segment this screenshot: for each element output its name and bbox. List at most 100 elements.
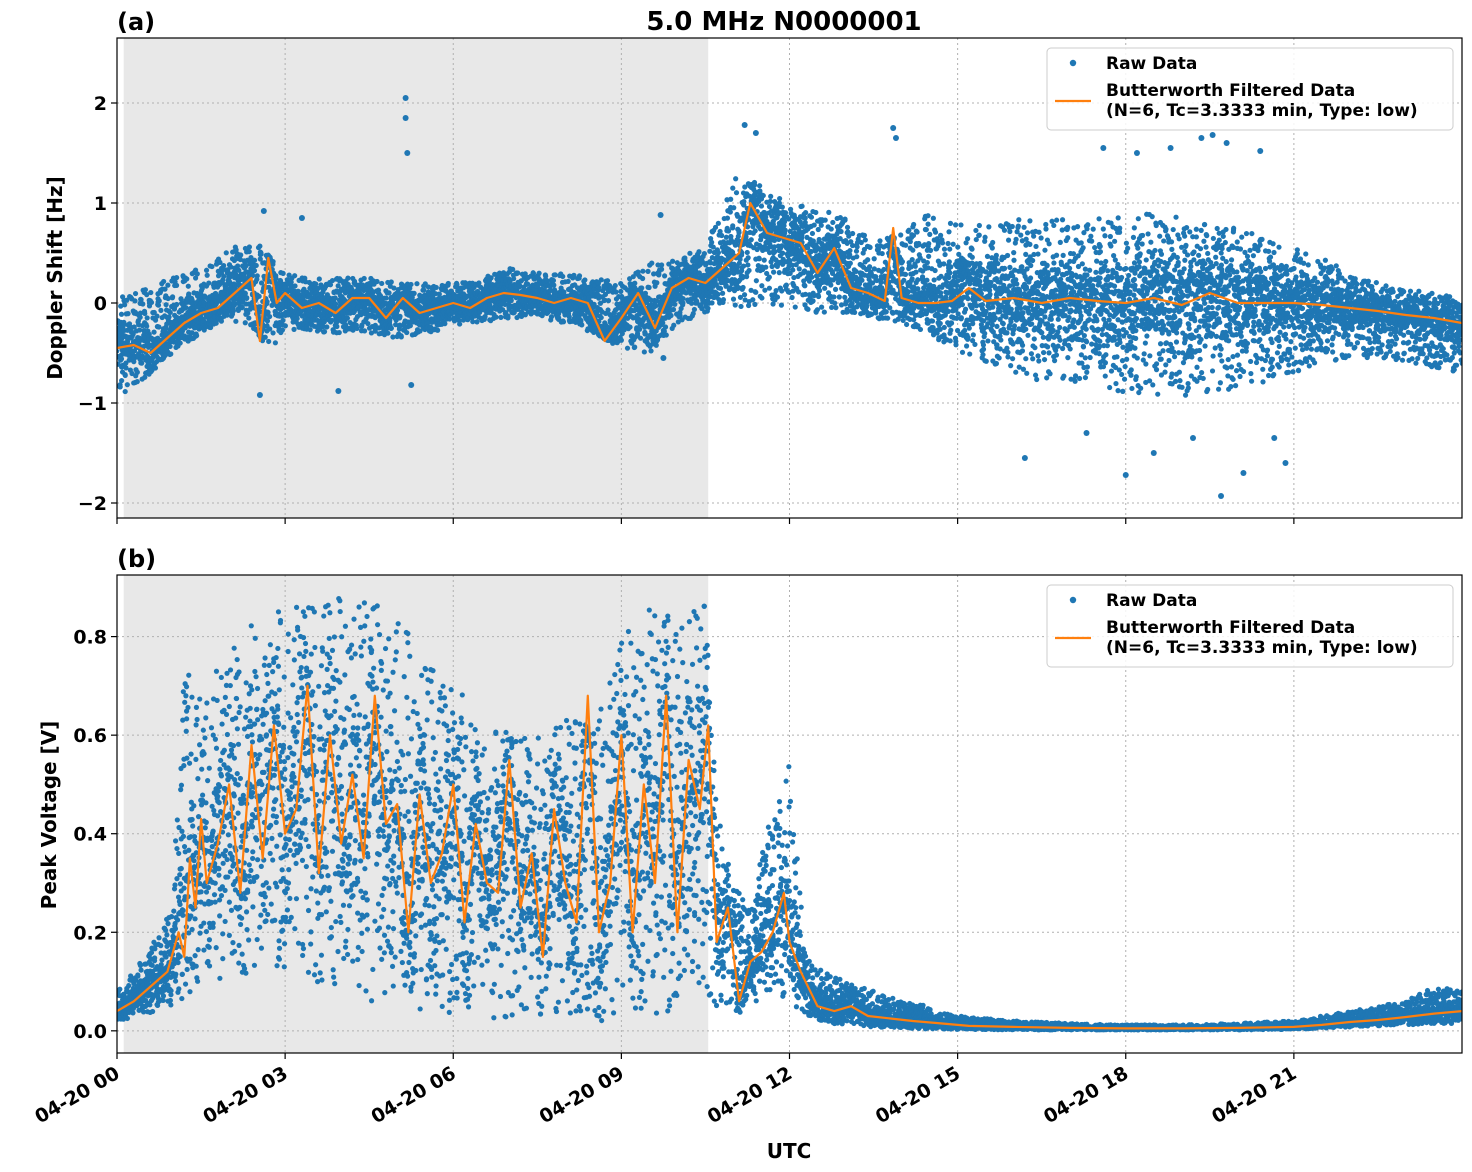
- raw-point: [244, 295, 250, 302]
- raw-point: [598, 314, 604, 321]
- raw-point: [377, 293, 384, 299]
- raw-point: [155, 302, 162, 308]
- raw-point: [536, 270, 542, 276]
- raw-point: [474, 319, 480, 325]
- raw-point: [457, 321, 463, 327]
- raw-point: [694, 298, 700, 304]
- raw-point: [313, 281, 319, 287]
- raw-point: [745, 255, 751, 261]
- raw-point: [627, 324, 633, 330]
- raw-point: [257, 304, 263, 310]
- raw-point: [746, 302, 752, 309]
- raw-point: [141, 308, 148, 314]
- raw-point: [719, 290, 726, 296]
- raw-point: [137, 310, 144, 316]
- raw-point: [497, 302, 504, 308]
- raw-point: [736, 230, 742, 236]
- raw-point: [125, 310, 131, 317]
- raw-point: [428, 324, 434, 330]
- raw-point: [122, 372, 128, 378]
- raw-point: [779, 204, 785, 210]
- raw-point: [156, 324, 162, 330]
- raw-point: [245, 310, 251, 316]
- raw-point: [386, 290, 392, 296]
- raw-point: [393, 310, 400, 316]
- raw-point: [671, 322, 677, 328]
- raw-point: [508, 297, 514, 304]
- raw-point: [163, 302, 169, 308]
- raw-point: [266, 338, 272, 345]
- raw-point: [203, 267, 210, 273]
- raw-point: [123, 360, 129, 366]
- raw-point: [154, 313, 160, 319]
- raw-point: [248, 254, 254, 261]
- raw-point: [723, 234, 729, 240]
- raw-point: [126, 321, 133, 327]
- raw-point: [717, 285, 724, 292]
- raw-point: [315, 285, 321, 292]
- raw-point: [117, 384, 123, 390]
- raw-point: [624, 345, 631, 351]
- raw-point: [746, 267, 752, 274]
- y-axis-label-doppler: Doppler Shift [Hz]: [43, 176, 67, 380]
- raw-point: [178, 296, 184, 302]
- raw-point: [707, 248, 713, 254]
- raw-point: [173, 282, 180, 288]
- raw-point: [137, 327, 143, 333]
- raw-point: [166, 314, 172, 320]
- raw-point: [818, 222, 824, 228]
- raw-point: [152, 365, 159, 371]
- raw-point: [292, 273, 298, 279]
- raw-point: [691, 306, 698, 313]
- raw-point: [231, 257, 238, 264]
- raw-point: [741, 198, 747, 205]
- raw-point: [605, 298, 612, 304]
- raw-point: [379, 280, 385, 287]
- raw-point: [336, 329, 342, 336]
- raw-point: [396, 324, 403, 330]
- raw-point: [165, 282, 171, 288]
- raw-point: [815, 226, 821, 233]
- raw-point: [307, 327, 313, 333]
- raw-point: [436, 291, 442, 297]
- raw-point: [251, 268, 258, 274]
- raw-point: [396, 315, 403, 321]
- raw-point: [819, 304, 825, 310]
- raw-point: [733, 176, 739, 182]
- raw-point: [246, 244, 253, 250]
- raw-point: [709, 239, 715, 245]
- raw-point: [189, 330, 195, 336]
- raw-point: [230, 306, 236, 312]
- raw-point: [715, 291, 721, 297]
- raw-point: [183, 304, 189, 311]
- raw-point: [132, 290, 139, 297]
- raw-point: [329, 317, 335, 323]
- shaded-region-a: [123, 38, 709, 518]
- raw-point: [790, 267, 796, 273]
- raw-point: [551, 282, 557, 288]
- raw-point: [186, 291, 192, 297]
- raw-point: [132, 298, 138, 304]
- raw-point: [280, 317, 286, 324]
- raw-point: [421, 287, 427, 293]
- raw-point: [204, 272, 210, 278]
- raw-point: [809, 274, 815, 280]
- raw-point: [670, 258, 676, 264]
- raw-point: [258, 251, 264, 257]
- raw-point: [383, 295, 389, 301]
- raw-point: [137, 314, 143, 320]
- raw-point: [701, 251, 707, 257]
- raw-point: [167, 343, 173, 350]
- raw-point: [163, 326, 169, 332]
- raw-point: [257, 256, 263, 262]
- raw-point: [417, 328, 423, 334]
- raw-point: [740, 263, 747, 269]
- raw-point: [233, 247, 239, 253]
- raw-point: [151, 309, 157, 316]
- raw-point: [174, 275, 180, 281]
- raw-point: [822, 217, 828, 223]
- raw-point: [124, 339, 131, 345]
- raw-point: [815, 293, 822, 300]
- raw-point: [433, 284, 439, 291]
- raw-point: [158, 307, 164, 313]
